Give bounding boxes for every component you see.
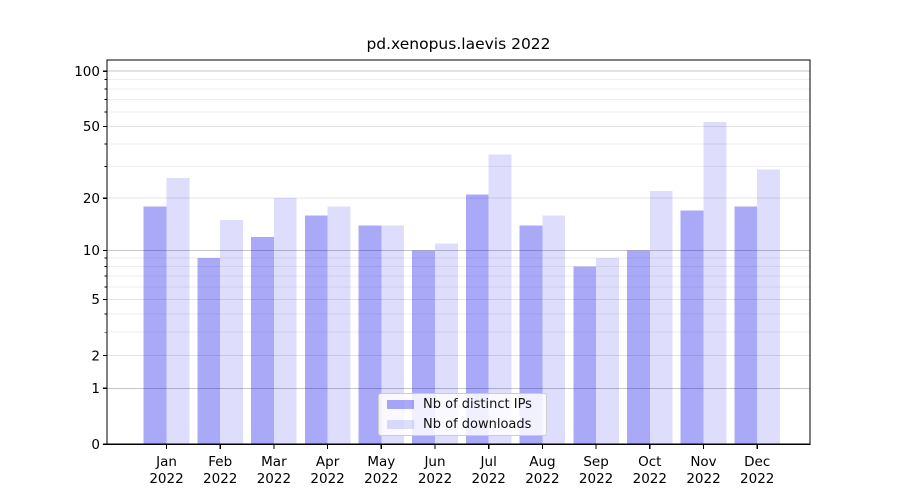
- x-tick-month-mar: Mar: [261, 454, 287, 470]
- x-tick-month-jun: Jun: [423, 454, 445, 470]
- y-tick-label-10: 10: [83, 243, 100, 259]
- x-tick-year-sep: 2022: [579, 471, 613, 487]
- x-tick-label-oct: Oct 2022: [633, 454, 667, 487]
- x-tick-year-may: 2022: [364, 471, 398, 487]
- x-tick-year-jul: 2022: [472, 471, 506, 487]
- x-tick-year-nov: 2022: [686, 471, 720, 487]
- bar-nb-of-downloads-jul: [488, 154, 512, 445]
- bar-nb-of-distinct-ips-aug: [519, 225, 543, 445]
- x-tick-year-dec: 2022: [740, 471, 774, 487]
- x-tick-year-apr: 2022: [310, 471, 344, 487]
- x-tick-label-feb: Feb 2022: [203, 454, 237, 487]
- bar-nb-of-downloads-apr: [327, 206, 351, 445]
- x-tick-month-aug: Aug: [529, 454, 555, 470]
- x-tick-year-aug: 2022: [525, 471, 559, 487]
- x-tick-label-dec: Dec 2022: [740, 454, 774, 487]
- x-tick-label-may: May 2022: [364, 454, 398, 487]
- bar-nb-of-distinct-ips-jan: [143, 206, 167, 445]
- x-tick-label-jul: Jul 2022: [472, 454, 506, 487]
- x-tick-month-nov: Nov: [690, 454, 716, 470]
- x-tick-month-jul: Jul: [480, 454, 497, 470]
- bar-nb-of-downloads-jan: [166, 177, 190, 445]
- bar-nb-of-downloads-nov: [703, 121, 727, 445]
- x-tick-label-nov: Nov 2022: [686, 454, 720, 487]
- legend-label-distinct-ips: Nb of distinct IPs: [423, 397, 532, 412]
- legend-item-downloads: Nb of downloads: [379, 416, 546, 434]
- x-tick-year-feb: 2022: [203, 471, 237, 487]
- x-tick-month-sep: Sep: [583, 454, 608, 470]
- legend: Nb of distinct IPs Nb of downloads: [378, 393, 547, 436]
- bar-nb-of-downloads-mar: [273, 198, 297, 445]
- bar-nb-of-distinct-ips-apr: [304, 215, 328, 445]
- y-tick-label-50: 50: [83, 119, 100, 135]
- bar-nb-of-distinct-ips-nov: [680, 210, 704, 445]
- x-tick-month-may: May: [367, 454, 395, 470]
- bar-nb-of-distinct-ips-dec: [734, 206, 758, 445]
- legend-swatch-distinct-ips: [387, 400, 414, 409]
- bar-nb-of-downloads-aug: [542, 215, 566, 445]
- x-tick-label-jun: Jun 2022: [418, 454, 452, 487]
- y-tick-label-100: 100: [74, 64, 100, 80]
- x-tick-year-jun: 2022: [418, 471, 452, 487]
- x-tick-year-jan: 2022: [149, 471, 183, 487]
- bar-nb-of-downloads-oct: [649, 190, 673, 445]
- x-tick-month-jan: Jan: [155, 454, 177, 470]
- x-tick-label-apr: Apr 2022: [310, 454, 344, 487]
- x-tick-label-mar: Mar 2022: [257, 454, 291, 487]
- bar-nb-of-downloads-sep: [596, 258, 619, 445]
- x-tick-label-jan: Jan 2022: [149, 454, 183, 487]
- bar-nb-of-downloads-may: [381, 225, 405, 445]
- chart-title: pd.xenopus.laevis 2022: [366, 35, 551, 53]
- legend-swatch-downloads: [387, 420, 414, 429]
- x-tick-month-oct: Oct: [638, 454, 661, 470]
- y-tick-label-5: 5: [91, 292, 100, 308]
- bar-nb-of-downloads-dec: [757, 169, 780, 445]
- legend-item-distinct-ips: Nb of distinct IPs: [379, 396, 546, 414]
- x-tick-label-aug: Aug 2022: [525, 454, 559, 487]
- bar-nb-of-distinct-ips-jul: [465, 194, 489, 445]
- x-tick-month-feb: Feb: [208, 454, 232, 470]
- bar-nb-of-distinct-ips-mar: [251, 236, 274, 445]
- x-tick-year-oct: 2022: [633, 471, 667, 487]
- y-tick-label-2: 2: [91, 348, 100, 364]
- legend-label-downloads: Nb of downloads: [423, 417, 532, 432]
- bar-nb-of-distinct-ips-feb: [197, 258, 221, 445]
- y-tick-label-20: 20: [83, 191, 100, 207]
- bar-nb-of-distinct-ips-sep: [573, 266, 597, 445]
- x-tick-month-dec: Dec: [744, 454, 770, 470]
- x-tick-label-sep: Sep 2022: [579, 454, 613, 487]
- y-tick-label-1: 1: [91, 381, 100, 397]
- x-tick-month-apr: Apr: [316, 454, 340, 470]
- plot-frame: [106, 59, 811, 445]
- y-tick-label-0: 0: [91, 437, 100, 453]
- x-tick-year-mar: 2022: [257, 471, 291, 487]
- bar-nb-of-distinct-ips-may: [358, 225, 382, 445]
- bar-nb-of-downloads-feb: [220, 220, 243, 445]
- bar-nb-of-distinct-ips-oct: [627, 250, 650, 445]
